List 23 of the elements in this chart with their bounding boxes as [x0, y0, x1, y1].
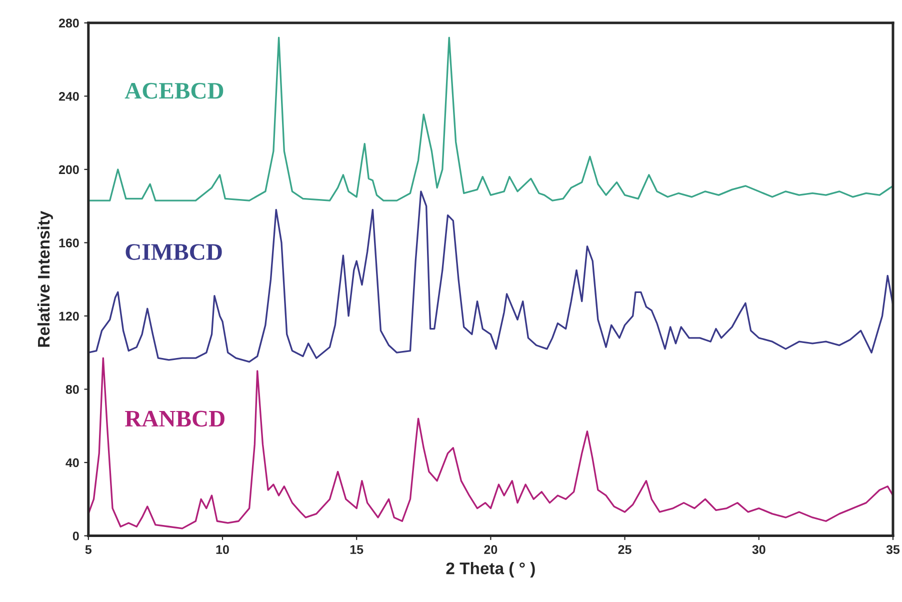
series-label: RANBCD	[125, 410, 224, 427]
x-tick-label: 30	[752, 545, 766, 554]
x-axis-title: 2 Theta ( ° )	[446, 562, 535, 578]
y-tick-label: 280	[58, 18, 79, 28]
y-tick-label: 0	[72, 532, 79, 540]
text: ACEBCD	[124, 82, 224, 99]
y-tick-label: 240	[58, 92, 79, 101]
y-tick-label: 120	[59, 312, 79, 321]
y-tick-label: 80	[66, 385, 79, 394]
line-series	[88, 357, 893, 530]
y-axis-title: Relative Intensity	[37, 210, 53, 347]
y-tick-label: 200	[58, 165, 79, 174]
x-tick-label: 5	[85, 545, 92, 554]
x-tick-label: 25	[618, 545, 632, 554]
x-tick-label: 15	[350, 545, 364, 554]
y-tick-label: 160	[59, 238, 79, 248]
series-label: CIMBCD	[126, 244, 222, 260]
y-tick-label: 40	[66, 458, 79, 468]
x-tick-label: 20	[484, 545, 498, 554]
x-tick-label: 10	[216, 545, 229, 554]
line-series	[88, 190, 893, 363]
x-tick-label: 35	[886, 545, 900, 554]
line-series	[88, 36, 893, 202]
